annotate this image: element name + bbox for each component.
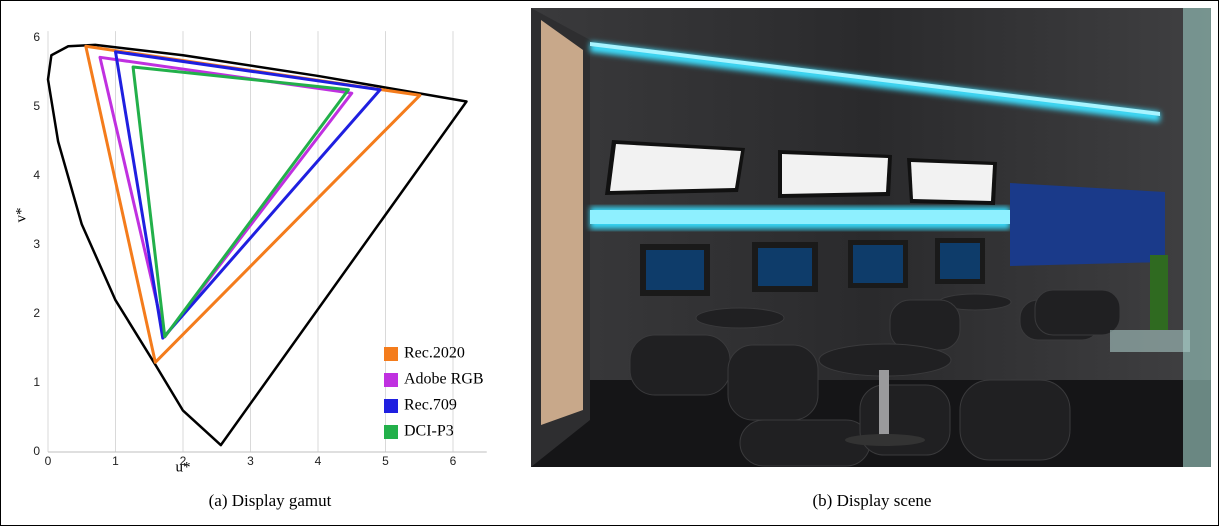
y-tick-label: 1	[33, 375, 40, 389]
legend-swatch	[384, 425, 398, 439]
x-tick-label: 3	[247, 454, 254, 468]
gamut-triangle	[131, 65, 350, 339]
y-tick-label: 2	[33, 306, 40, 320]
legend-swatch	[384, 399, 398, 413]
x-tick-label: 1	[112, 454, 119, 468]
caption: (b) Display scene	[813, 491, 932, 510]
gamut-triangle	[98, 55, 354, 339]
y-tick-label: 3	[33, 237, 40, 251]
x-tick-label: 2	[180, 454, 187, 468]
y-tick-label: 0	[33, 444, 40, 458]
y-tick-label: 4	[33, 168, 40, 182]
legend-swatch	[384, 373, 398, 387]
legend-label: DCI-P3	[404, 423, 454, 440]
y-tick-label: 5	[33, 99, 40, 113]
x-tick-label: 6	[450, 454, 457, 468]
gamut-triangle	[114, 50, 382, 340]
legend-label: Adobe RGB	[404, 371, 484, 388]
display-scene	[531, 8, 1211, 467]
y-tick-label: 6	[33, 30, 40, 44]
y-axis-label: v*	[13, 208, 29, 223]
spectral-locus	[46, 43, 468, 447]
x-tick-label: 5	[382, 454, 389, 468]
legend-swatch	[384, 347, 398, 361]
x-tick-label: 0	[45, 454, 52, 468]
legend-label: Rec.709	[404, 397, 457, 414]
x-axis-label: u*	[176, 459, 191, 475]
x-tick-label: 4	[315, 454, 322, 468]
caption: (a) Display gamut	[209, 491, 332, 510]
legend-label: Rec.2020	[404, 345, 465, 362]
